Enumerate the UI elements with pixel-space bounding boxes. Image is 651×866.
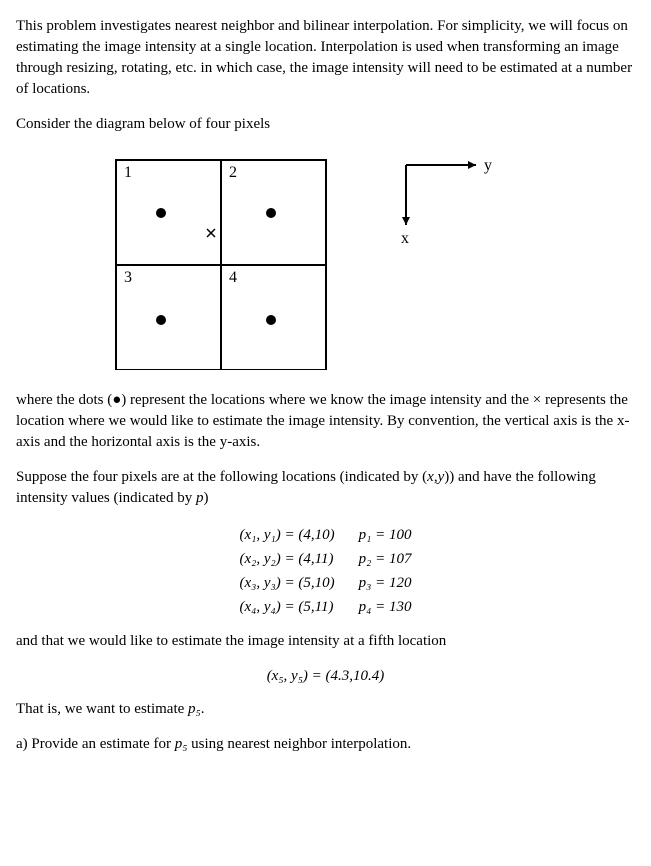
that-is-post: . bbox=[201, 701, 205, 717]
suppose-paragraph: Suppose the four pixels are at the follo… bbox=[16, 467, 635, 509]
diagram-container: 1234 yx bbox=[106, 155, 635, 370]
coord-line: (x₄, y₄) = (5,11) bbox=[240, 595, 335, 619]
svg-text:3: 3 bbox=[124, 269, 132, 286]
intensity-line: p₃ = 120 bbox=[359, 571, 412, 595]
that-is-pre: That is, we want to estimate bbox=[16, 701, 188, 717]
intensity-line: p₂ = 107 bbox=[359, 547, 412, 571]
suppose-xy: x,y bbox=[427, 469, 444, 485]
pixel-equations: (x₁, y₁) = (4,10) (x₂, y₂) = (4,11) (x₃,… bbox=[16, 523, 635, 619]
intensity-line: p₁ = 100 bbox=[359, 523, 412, 547]
coord-line: (x₁, y₁) = (4,10) bbox=[240, 523, 335, 547]
svg-text:4: 4 bbox=[229, 269, 237, 286]
fifth-coord-equation: (x₅, y₅) = (4.3,10.4) bbox=[16, 666, 635, 687]
svg-text:2: 2 bbox=[229, 164, 237, 181]
question-a-post: using nearest neighbor interpolation. bbox=[187, 736, 411, 752]
coord-line: (x₂, y₂) = (4,11) bbox=[240, 547, 335, 571]
question-a-p: p₅ bbox=[175, 736, 188, 752]
suppose-pre: Suppose the four pixels are at the follo… bbox=[16, 469, 427, 485]
question-a-pre: a) Provide an estimate for bbox=[16, 736, 175, 752]
intensity-column: p₁ = 100 p₂ = 107 p₃ = 120 p₄ = 130 bbox=[359, 523, 412, 619]
diagram-intro: Consider the diagram below of four pixel… bbox=[16, 114, 635, 135]
suppose-end: ) bbox=[203, 490, 208, 506]
that-is-p: p₅ bbox=[188, 701, 201, 717]
axis-diagram: yx bbox=[396, 155, 506, 255]
coord-line: (x₃, y₃) = (5,10) bbox=[240, 571, 335, 595]
coords-column: (x₁, y₁) = (4,10) (x₂, y₂) = (4,11) (x₃,… bbox=[240, 523, 335, 619]
svg-text:x: x bbox=[401, 230, 409, 247]
pixel-grid-diagram: 1 2 3 4 bbox=[106, 155, 336, 370]
diagram-explanation: where the dots (●) represent the locatio… bbox=[16, 390, 635, 453]
question-a: a) Provide an estimate for p₅ using near… bbox=[16, 734, 635, 755]
intro-paragraph: This problem investigates nearest neighb… bbox=[16, 16, 635, 100]
intensity-line: p₄ = 130 bbox=[359, 595, 412, 619]
estimate-paragraph: and that we would like to estimate the i… bbox=[16, 631, 635, 652]
that-is-paragraph: That is, we want to estimate p₅. bbox=[16, 699, 635, 720]
svg-text:1: 1 bbox=[124, 164, 132, 181]
svg-text:y: y bbox=[484, 157, 492, 174]
